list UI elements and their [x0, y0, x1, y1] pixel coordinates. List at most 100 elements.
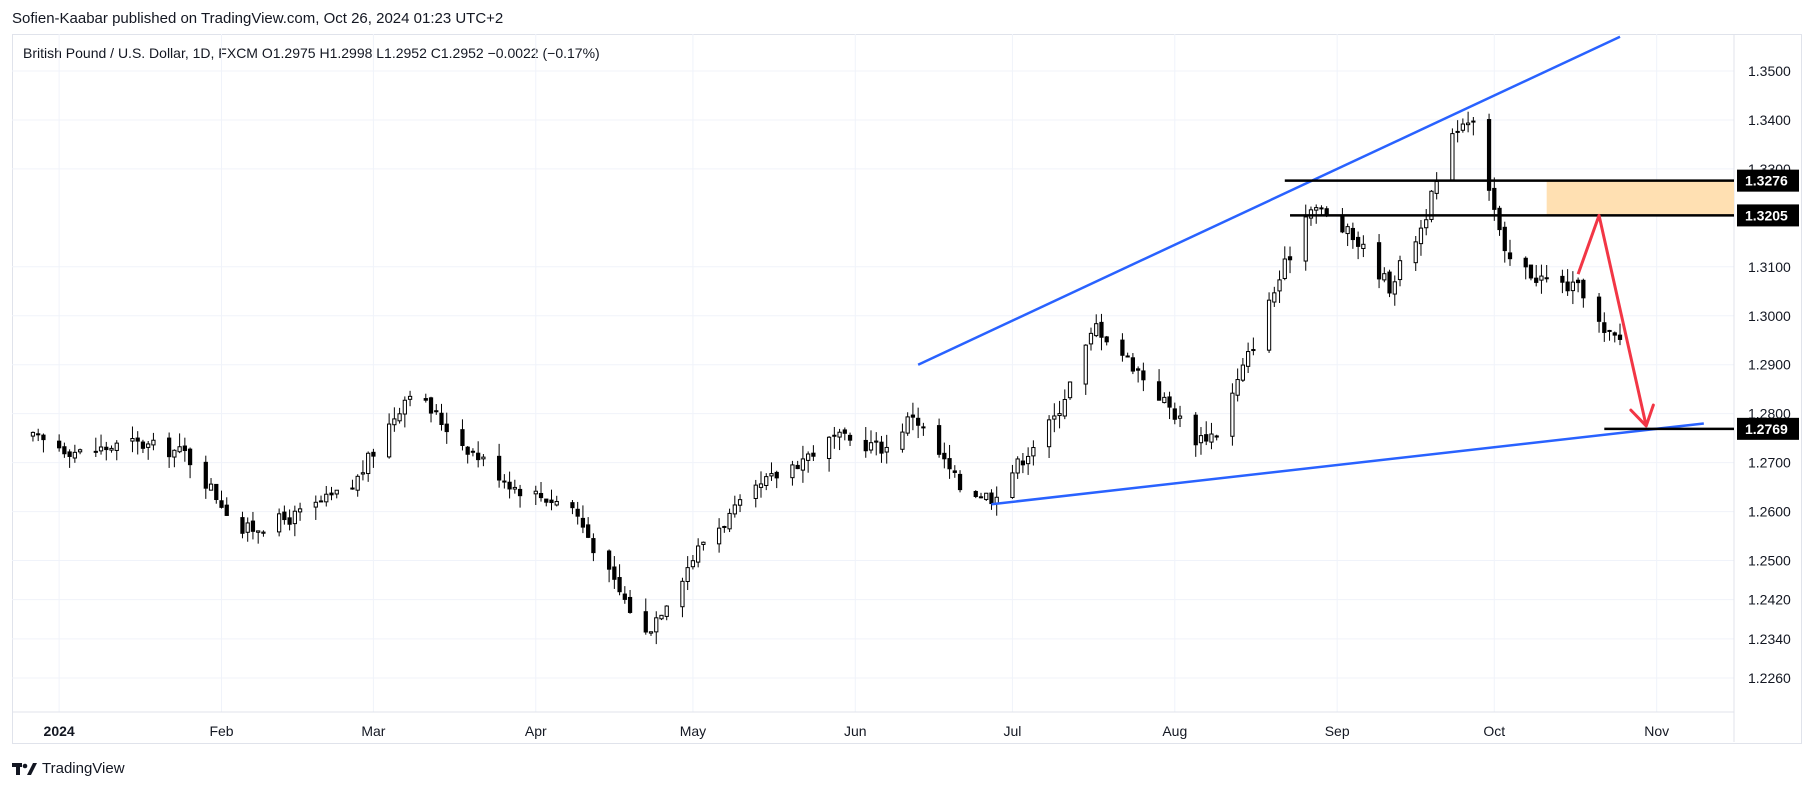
candle-down — [1376, 242, 1382, 280]
candle-down — [1497, 207, 1502, 231]
candle-up — [800, 458, 806, 471]
projection-arrow-head — [1629, 403, 1655, 428]
candle-down — [318, 500, 324, 503]
candle-up — [1272, 292, 1277, 303]
candle-down — [606, 550, 612, 570]
y-tick-label: 1.2700 — [1748, 455, 1791, 471]
candle-up — [758, 483, 764, 488]
y-tick-label: 1.2900 — [1748, 357, 1791, 373]
candle-up — [470, 450, 476, 453]
candle-down — [989, 492, 994, 505]
candle-down — [1350, 227, 1356, 241]
candle-up — [114, 442, 119, 451]
candle-down — [1167, 396, 1172, 408]
candle-down — [460, 429, 465, 446]
candle-down — [1534, 277, 1539, 283]
candle-up — [1057, 413, 1062, 417]
candle-up — [72, 451, 77, 459]
candle-up — [1015, 458, 1020, 474]
upper-trendline — [917, 35, 1621, 366]
candle-up — [261, 531, 266, 534]
candle-up — [1277, 279, 1282, 292]
candle-down — [517, 488, 523, 497]
x-tick-label: Oct — [1483, 723, 1505, 739]
candle-up — [1418, 227, 1424, 245]
candle-down — [135, 437, 140, 442]
candle-down — [371, 451, 376, 457]
price-label: 1.3205 — [1745, 207, 1788, 223]
candle-down — [570, 502, 575, 509]
candle-up — [722, 525, 727, 528]
candle-down — [549, 499, 554, 504]
x-tick-label: Mar — [361, 723, 385, 739]
candle-down — [434, 410, 439, 413]
candle-up — [1251, 349, 1256, 352]
candle-down — [1355, 236, 1361, 247]
candle-down — [1544, 277, 1549, 280]
candle-down — [1575, 279, 1581, 284]
candle-up — [292, 510, 297, 525]
candle-up — [1539, 275, 1544, 281]
resistance-zone — [1546, 180, 1734, 216]
candle-down — [1502, 226, 1507, 252]
candle-down — [1204, 434, 1209, 442]
candle-up — [1429, 190, 1434, 220]
candle-up — [874, 440, 879, 443]
y-tick-label: 1.2600 — [1748, 504, 1791, 520]
candle-up — [1361, 243, 1366, 250]
x-tick-label: Nov — [1644, 723, 1669, 739]
candle-up — [407, 395, 413, 400]
candle-down — [612, 566, 617, 580]
candle-down — [586, 524, 591, 538]
candle-up — [355, 475, 360, 491]
candle-down — [104, 446, 109, 451]
candle-up — [790, 464, 795, 479]
candle-down — [957, 473, 963, 491]
candle-down — [910, 414, 916, 418]
candle-down — [916, 417, 921, 426]
candle-down — [282, 511, 287, 521]
candle-up — [696, 545, 701, 563]
candle-down — [502, 480, 507, 483]
candle-down — [795, 464, 800, 470]
candle-down — [250, 520, 256, 532]
candle-up — [753, 484, 758, 499]
candle-down — [978, 496, 984, 499]
candle-up — [1471, 120, 1476, 123]
candle-down — [1141, 370, 1146, 381]
candle-up — [1240, 364, 1246, 381]
candle-up — [208, 483, 214, 491]
candle-up — [93, 450, 98, 453]
candle-up — [690, 560, 696, 568]
y-tick-label: 1.3000 — [1748, 308, 1791, 324]
candlestick-series — [30, 111, 1623, 645]
tradingview-logo-icon — [12, 762, 38, 776]
candle-up — [392, 418, 397, 426]
candle-down — [1492, 187, 1497, 210]
candle-up — [806, 453, 811, 461]
candle-down — [140, 441, 146, 449]
candle-down — [1172, 408, 1177, 420]
candle-up — [554, 500, 559, 506]
symbol-legend: British Pound / U.S. Dollar, 1D, FXCM O1… — [23, 45, 600, 61]
candle-down — [287, 517, 292, 525]
price-label-box — [1737, 417, 1799, 440]
x-tick-label: Jul — [1003, 723, 1021, 739]
publisher-line: Sofien-Kaabar published on TradingView.c… — [12, 10, 504, 27]
y-tick-label: 1.2420 — [1748, 592, 1791, 608]
candle-down — [507, 481, 512, 490]
candle-down — [1324, 208, 1329, 215]
candle-down — [1340, 215, 1345, 233]
candle-up — [1052, 415, 1057, 420]
candle-up — [1303, 216, 1308, 262]
candle-up — [386, 423, 392, 458]
y-tick-label: 1.2500 — [1748, 553, 1791, 569]
candle-up — [884, 446, 889, 453]
candle-up — [1245, 351, 1251, 367]
candle-down — [214, 483, 219, 501]
candle-up — [868, 442, 874, 451]
candle-up — [402, 399, 407, 415]
y-tick-label: 1.3500 — [1748, 63, 1791, 79]
candle-down — [1104, 336, 1109, 343]
